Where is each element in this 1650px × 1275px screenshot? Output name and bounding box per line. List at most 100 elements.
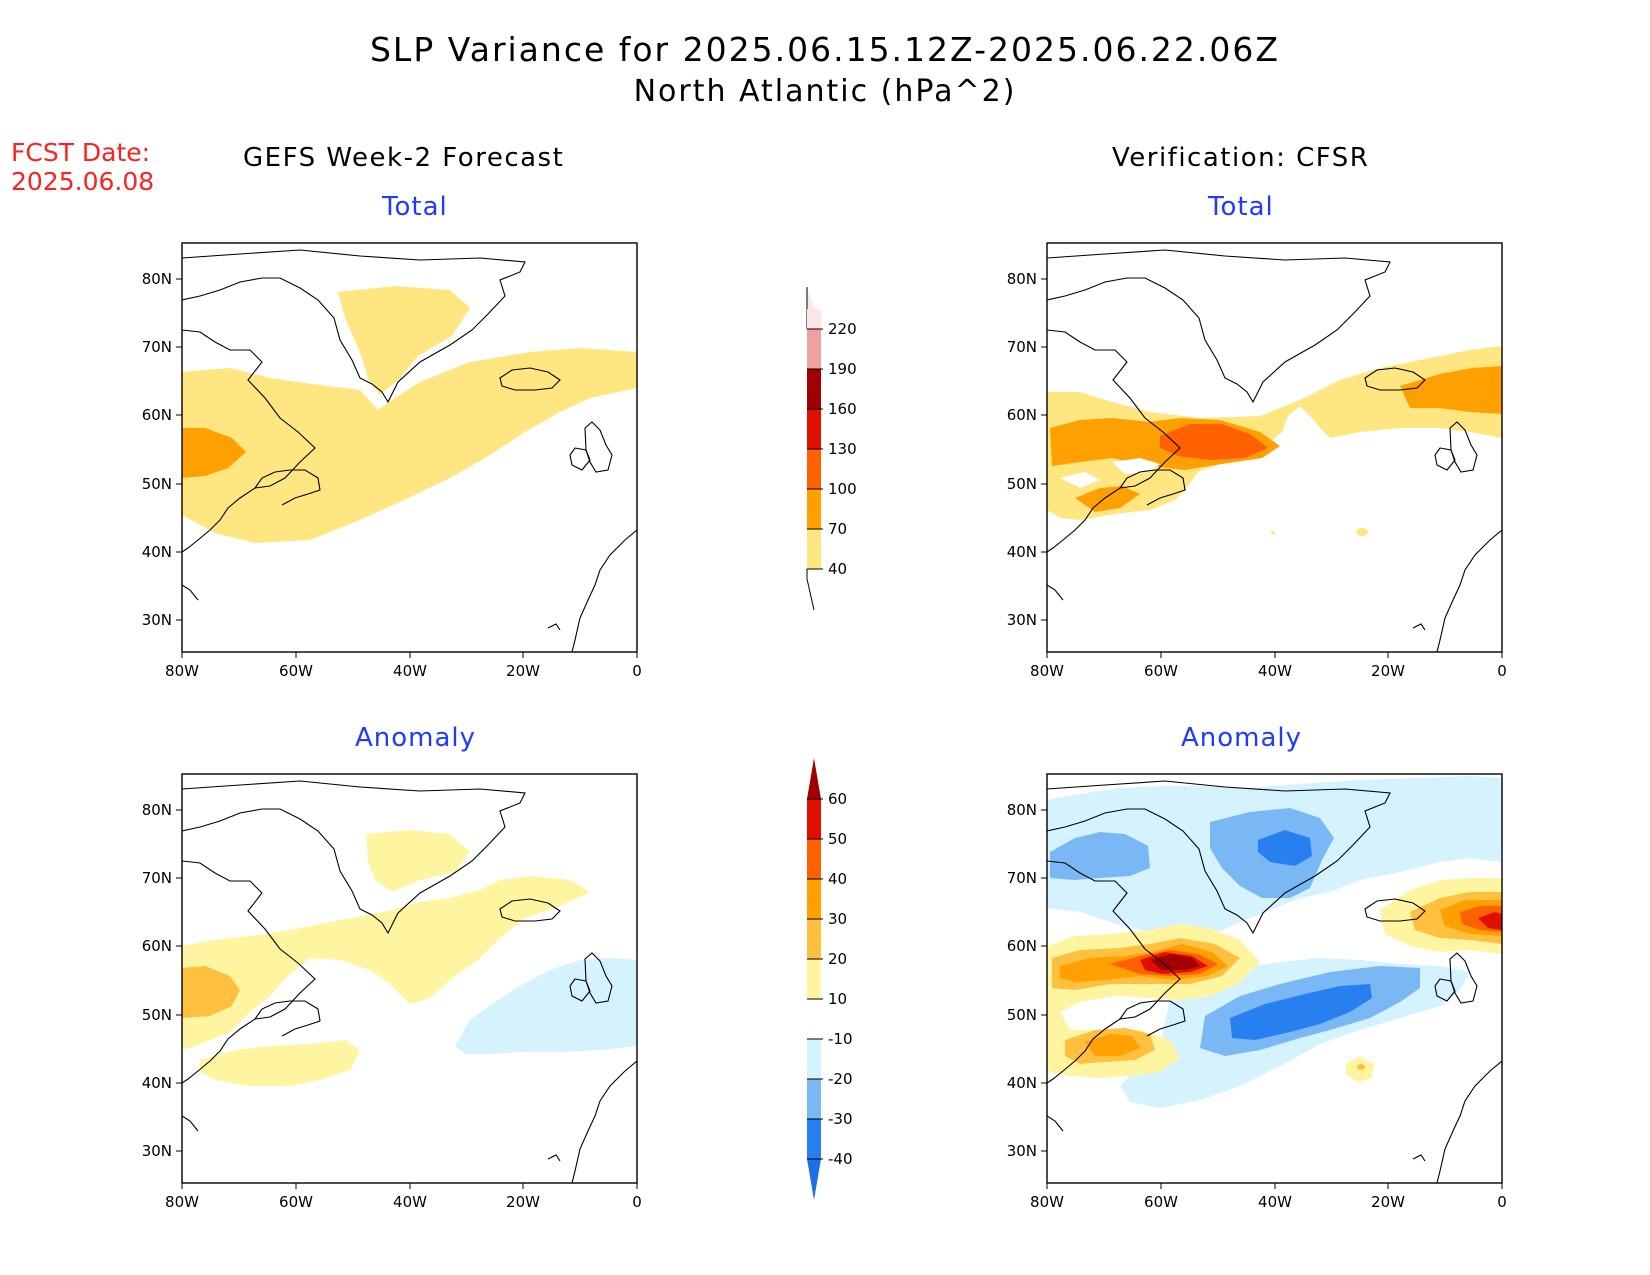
lat-tick-label: 50N	[1007, 1006, 1037, 1024]
colorbar-anomaly-label: 30	[828, 910, 847, 928]
panel-label-forecast-total: Total	[382, 192, 448, 222]
colorbar-anomaly-bin	[807, 959, 821, 999]
lat-tick-label: 40N	[142, 543, 172, 561]
axis-ticks-forecast-anomaly	[176, 809, 638, 1189]
lat-tick-label: 70N	[142, 869, 172, 887]
anomaly-spot-20-30	[1357, 1064, 1365, 1070]
lon-tick-label: 0	[1497, 662, 1507, 680]
lat-tick-label: 50N	[1007, 475, 1037, 493]
anomaly-shade-20-30	[182, 966, 240, 1018]
panel-label-verification-total: Total	[1208, 192, 1274, 222]
lat-tick-label: 80N	[142, 270, 172, 288]
colorbar-total-label: 100	[828, 480, 857, 498]
lon-tick-label: 60W	[1144, 1193, 1178, 1211]
total-spot-40-70	[1271, 531, 1275, 535]
colorbar-anomaly-label: 50	[828, 830, 847, 848]
lat-tick-label: 70N	[142, 338, 172, 356]
lon-tick-label: 40W	[393, 1193, 427, 1211]
colorbar-total-label: 220	[828, 320, 857, 338]
lat-tick-label: 60N	[1007, 406, 1037, 424]
column-heading-forecast: GEFS Week-2 Forecast	[243, 143, 565, 173]
lat-tick-label: 60N	[142, 937, 172, 955]
fcst-date-value: 2025.06.08	[11, 167, 155, 196]
colorbar-total-bin	[807, 489, 821, 529]
lon-tick-label: 0	[1497, 1193, 1507, 1211]
lon-tick-label: 20W	[1371, 662, 1405, 680]
lat-tick-label: 70N	[1007, 869, 1037, 887]
lat-tick-label: 50N	[142, 475, 172, 493]
colorbar-anomaly-bin	[807, 919, 821, 959]
total-shade-70-100	[1075, 486, 1140, 512]
axis-ticks-verification-total	[1041, 278, 1503, 658]
colorbar-anomaly-upper-tip	[807, 758, 821, 799]
colorbar-total-bin	[807, 309, 821, 329]
lon-tick-label: 80W	[1030, 1193, 1064, 1211]
colorbar-anomaly-bin	[807, 839, 821, 879]
map-forecast-total: 80W 60W 40W 20W 0 80N 70N 60N 50N 40N 30…	[142, 242, 642, 680]
lat-tick-label: 80N	[1007, 270, 1037, 288]
anomaly-shade-gt60	[1150, 954, 1200, 970]
colorbar-anomaly-bin	[807, 1119, 821, 1159]
lat-tick-label: 60N	[142, 406, 172, 424]
colorbar-anomaly-bin	[807, 1079, 821, 1119]
lat-tick-label: 30N	[142, 1142, 172, 1160]
colorbar-total-bin	[807, 409, 821, 449]
lon-tick-label: 20W	[1371, 1193, 1405, 1211]
colorbar-total-upper-tip	[807, 287, 814, 309]
anomaly-shade-50-60	[1478, 912, 1502, 930]
anomaly-shade-10-20	[366, 830, 470, 892]
colorbar-total-label: 160	[828, 400, 857, 418]
lon-tick-label: 20W	[506, 1193, 540, 1211]
lon-tick-label: 20W	[506, 662, 540, 680]
colorbar-anomaly-label: -20	[828, 1070, 853, 1088]
axis-ticks-verification-anomaly	[1041, 809, 1503, 1189]
anomaly-shade-neg30-neg40	[1230, 984, 1372, 1040]
colorbar-anomaly-label: 20	[828, 950, 847, 968]
lat-tick-label: 50N	[142, 1006, 172, 1024]
colorbar-anomaly-bin	[807, 1039, 821, 1079]
colorbar-total-bin	[807, 369, 821, 409]
colorbar-anomaly-label: 40	[828, 870, 847, 888]
total-shade-40-70	[182, 348, 637, 543]
lat-tick-label: 60N	[1007, 937, 1037, 955]
total-shade-70-100	[1400, 366, 1502, 414]
lon-tick-label: 40W	[1258, 1193, 1292, 1211]
lat-tick-label: 40N	[1007, 1074, 1037, 1092]
anomaly-shade-10-20	[200, 1040, 360, 1086]
column-heading-verification: Verification: CFSR	[1112, 143, 1370, 173]
anomaly-shade-neg20-neg30	[1050, 832, 1150, 880]
total-shade-40-70	[338, 286, 470, 395]
coastline-verification-anomaly	[1047, 780, 1502, 1183]
fcst-date-block: FCST Date: 2025.06.08	[11, 138, 154, 196]
colorbar-total-label: 70	[828, 520, 847, 538]
total-shade-70-100	[182, 428, 246, 478]
colorbar-total-bin	[807, 329, 821, 369]
lon-tick-label: 80W	[1030, 662, 1064, 680]
lat-tick-label: 30N	[1007, 1142, 1037, 1160]
map-verification-total: 80W 60W 40W 20W 0 80N 70N 60N 50N 40N 30…	[1007, 242, 1507, 680]
lon-tick-label: 60W	[1144, 662, 1178, 680]
colorbar-anomaly-label: -40	[828, 1150, 853, 1168]
colorbar-anomaly-bin	[807, 799, 821, 839]
colorbar-anomaly-label: -30	[828, 1110, 853, 1128]
colorbar-anomaly-bin	[807, 879, 821, 919]
panel-label-verification-anomaly: Anomaly	[1181, 723, 1303, 753]
colorbar-anomaly: -40 -30 -20 -10 10 20 30 40 50 60	[807, 758, 853, 1200]
colorbar-total-bin	[807, 449, 821, 489]
lon-tick-label: 80W	[165, 662, 199, 680]
colorbar-anomaly-label: 10	[828, 990, 847, 1008]
colorbar-anomaly-lower-tip	[807, 1159, 821, 1200]
lat-tick-label: 30N	[1007, 611, 1037, 629]
colorbar-total-label: 130	[828, 440, 857, 458]
map-verification-anomaly: 80W 60W 40W 20W 0 80N 70N 60N 50N 40N 30…	[1007, 773, 1507, 1211]
anomaly-shade-neg30-neg40	[1258, 830, 1312, 866]
lat-tick-label: 30N	[142, 611, 172, 629]
fcst-date-label: FCST Date:	[11, 138, 151, 167]
map-forecast-anomaly: 80W 60W 40W 20W 0 80N 70N 60N 50N 40N 30…	[142, 773, 642, 1211]
anomaly-shade-neg10-neg20	[455, 958, 637, 1054]
anomaly-shade-30-40	[1085, 1034, 1140, 1056]
lon-tick-label: 80W	[165, 1193, 199, 1211]
lat-tick-label: 40N	[1007, 543, 1037, 561]
lat-tick-label: 70N	[1007, 338, 1037, 356]
